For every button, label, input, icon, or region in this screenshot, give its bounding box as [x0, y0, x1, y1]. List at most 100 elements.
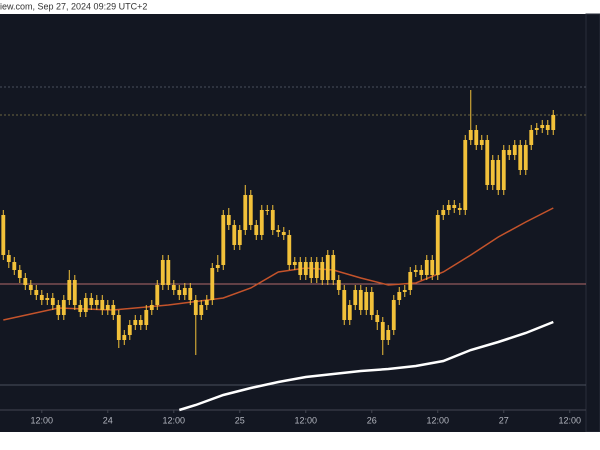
candle-body: [331, 255, 336, 280]
plot-background: [0, 14, 600, 432]
candle-body: [226, 215, 231, 225]
x-tick-label: 12:00: [558, 415, 581, 425]
candle-body: [408, 272, 413, 290]
candle-body: [28, 285, 33, 290]
candle-body: [204, 300, 209, 305]
x-tick-label: 24: [103, 415, 113, 425]
candle-body: [83, 298, 88, 312]
candle-body: [23, 278, 28, 285]
candle-body: [446, 205, 451, 210]
candle-body: [551, 115, 556, 130]
candle-body: [540, 125, 545, 128]
candle-body: [210, 268, 215, 300]
candle-body: [347, 305, 352, 320]
candle-body: [94, 300, 99, 305]
x-tick-label: 25: [235, 415, 245, 425]
candle-body: [6, 255, 11, 262]
candle-body: [177, 290, 182, 295]
candle-body: [364, 292, 369, 310]
candle-body: [39, 295, 44, 300]
candle-body: [485, 140, 490, 185]
candle-body: [67, 280, 72, 300]
candle-body: [127, 325, 132, 335]
candle-body: [1, 215, 6, 255]
candle-body: [474, 130, 479, 145]
candle-body: [336, 280, 341, 290]
candle-body: [353, 290, 358, 305]
candle-body: [182, 288, 187, 295]
candle-body: [303, 262, 308, 275]
candle-body: [193, 300, 198, 315]
candle-body: [56, 305, 61, 315]
candle-body: [171, 285, 176, 290]
candle-body: [149, 305, 154, 310]
candle-body: [116, 315, 121, 340]
candle-body: [496, 160, 501, 190]
candle-body: [441, 210, 446, 215]
candle-body: [490, 160, 495, 185]
candle-body: [424, 260, 429, 275]
candle-body: [166, 260, 171, 285]
candle-body: [12, 262, 17, 270]
candle-body: [133, 320, 138, 325]
candle-body: [34, 290, 39, 295]
x-tick-label: 26: [367, 415, 377, 425]
candle-body: [512, 145, 517, 155]
price-axis-strip: [585, 13, 600, 433]
candle-body: [391, 300, 396, 330]
candle-body: [402, 290, 407, 292]
candle-body: [463, 140, 468, 210]
candle-body: [232, 225, 237, 245]
candle-body: [50, 298, 55, 305]
candle-body: [155, 285, 160, 305]
candle-body: [144, 310, 149, 325]
candle-body: [111, 305, 116, 315]
candle-body: [237, 230, 242, 245]
candle-body: [281, 232, 286, 235]
x-tick-label: 12:00: [295, 415, 318, 425]
candle-body: [369, 292, 374, 315]
candle-body: [545, 125, 550, 130]
candle-body: [254, 225, 259, 235]
candle-body: [452, 205, 457, 208]
candle-body: [314, 262, 319, 278]
candle-body: [457, 208, 462, 210]
candle-body: [221, 215, 226, 265]
x-tick-label: 12:00: [31, 415, 54, 425]
candle-body: [199, 305, 204, 315]
candle-body: [160, 260, 165, 285]
candle-body: [380, 322, 385, 340]
candle-body: [413, 270, 418, 272]
candle-body: [358, 290, 363, 310]
candle-body: [342, 290, 347, 320]
candle-body: [122, 335, 127, 340]
candle-body: [45, 298, 50, 300]
candle-body: [397, 292, 402, 300]
x-tick-label: 12:00: [426, 415, 449, 425]
candle-body: [298, 262, 303, 275]
bottom-strip: [0, 432, 600, 450]
candle-body: [518, 145, 523, 170]
candle-body: [287, 235, 292, 265]
candle-body: [270, 210, 275, 230]
candle-body: [72, 280, 77, 305]
candle-body: [309, 262, 314, 278]
candle-body: [259, 210, 264, 235]
candle-body: [188, 288, 193, 300]
candle-body: [320, 262, 325, 280]
candle-body: [435, 215, 440, 275]
candle-body: [292, 262, 297, 265]
candle-body: [468, 130, 473, 140]
x-tick-label: 12:00: [163, 415, 186, 425]
candle-body: [386, 330, 391, 340]
candle-body: [248, 195, 253, 225]
candle-body: [529, 130, 534, 145]
candle-body: [507, 150, 512, 155]
x-tick-label: 27: [499, 415, 509, 425]
candle-body: [523, 145, 528, 170]
candle-body: [325, 255, 330, 280]
candle-body: [479, 140, 484, 145]
candle-body: [501, 150, 506, 190]
candle-body: [243, 195, 248, 230]
